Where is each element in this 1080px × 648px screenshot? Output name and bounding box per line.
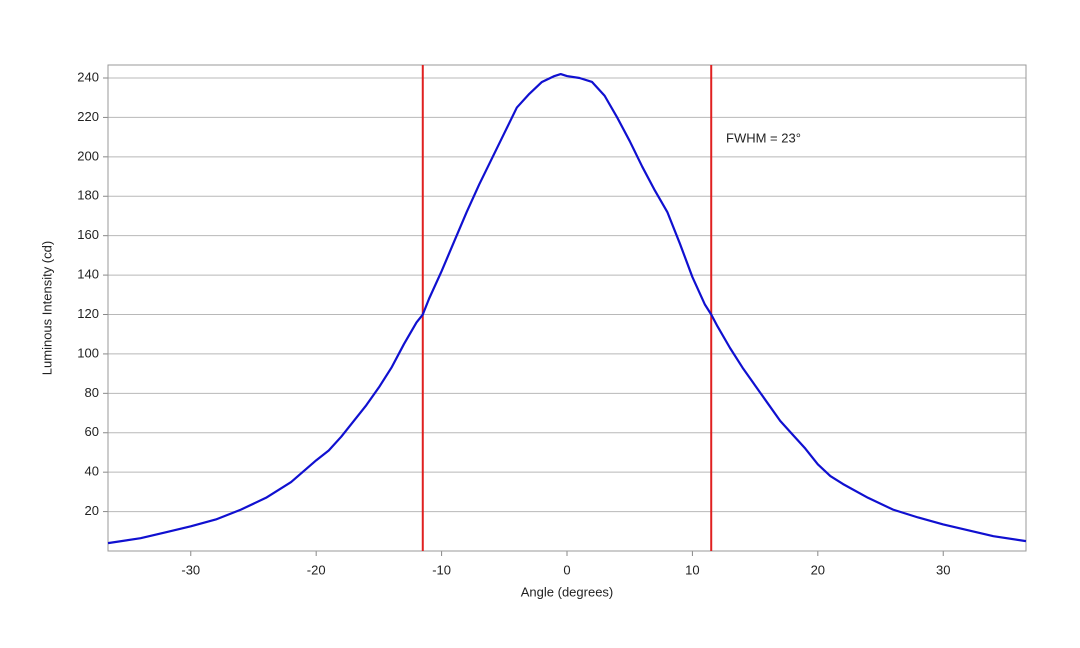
x-tick-label: 20 — [811, 562, 825, 577]
y-tick-label: 120 — [77, 306, 99, 321]
y-tick-label: 40 — [85, 464, 99, 479]
x-tick-label: -10 — [432, 562, 451, 577]
y-tick-label: 80 — [85, 385, 99, 400]
x-tick-label: 30 — [936, 562, 950, 577]
x-axis-label: Angle (degrees) — [521, 584, 614, 599]
y-tick-label: 160 — [77, 227, 99, 242]
y-tick-label: 60 — [85, 424, 99, 439]
y-tick-label: 200 — [77, 148, 99, 163]
y-tick-label: 100 — [77, 345, 99, 360]
y-tick-label: 240 — [77, 69, 99, 84]
x-tick-label: 10 — [685, 562, 699, 577]
x-tick-label: -30 — [181, 562, 200, 577]
y-axis-label: Luminous Intensity (cd) — [39, 241, 54, 375]
y-tick-label: 20 — [85, 503, 99, 518]
line-series — [107, 72, 1027, 545]
y-tick-label: 220 — [77, 109, 99, 124]
y-tick-label: 140 — [77, 267, 99, 282]
annotation: FWHM = 23° — [726, 130, 801, 145]
plot-frame — [107, 64, 1027, 552]
x-tick-label: -20 — [307, 562, 326, 577]
y-tick-label: 180 — [77, 188, 99, 203]
x-tick-label: 0 — [563, 562, 570, 577]
